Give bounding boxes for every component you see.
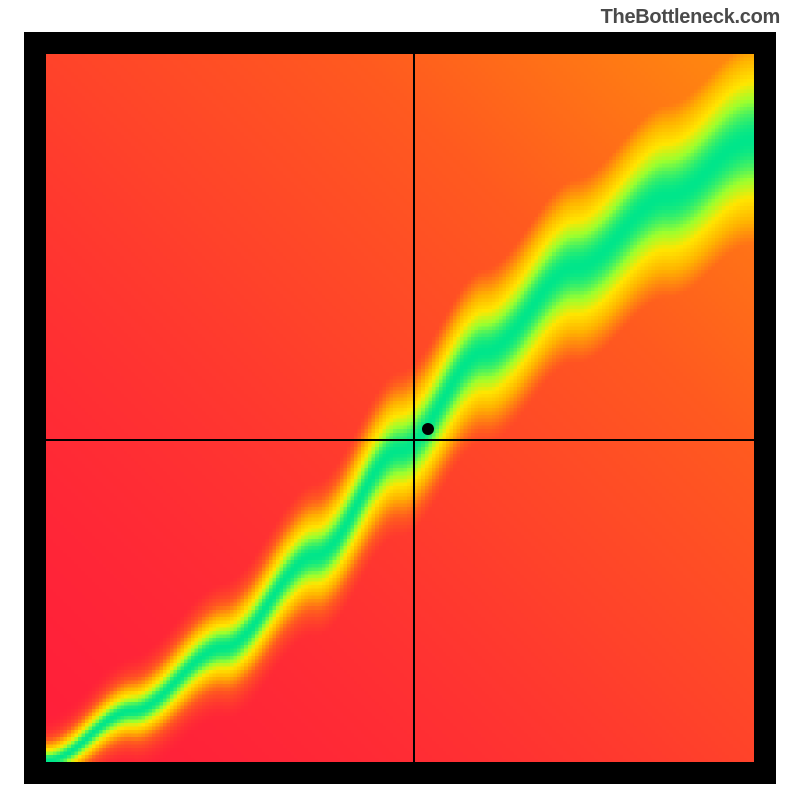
crosshair-vertical (413, 54, 415, 762)
heatmap-canvas (46, 54, 754, 762)
chart-container: TheBottleneck.com (0, 0, 800, 800)
watermark-text: TheBottleneck.com (601, 6, 780, 29)
crosshair-horizontal (46, 439, 754, 441)
plot-inner (46, 54, 754, 762)
intersection-marker (422, 423, 434, 435)
plot-frame (24, 32, 776, 784)
